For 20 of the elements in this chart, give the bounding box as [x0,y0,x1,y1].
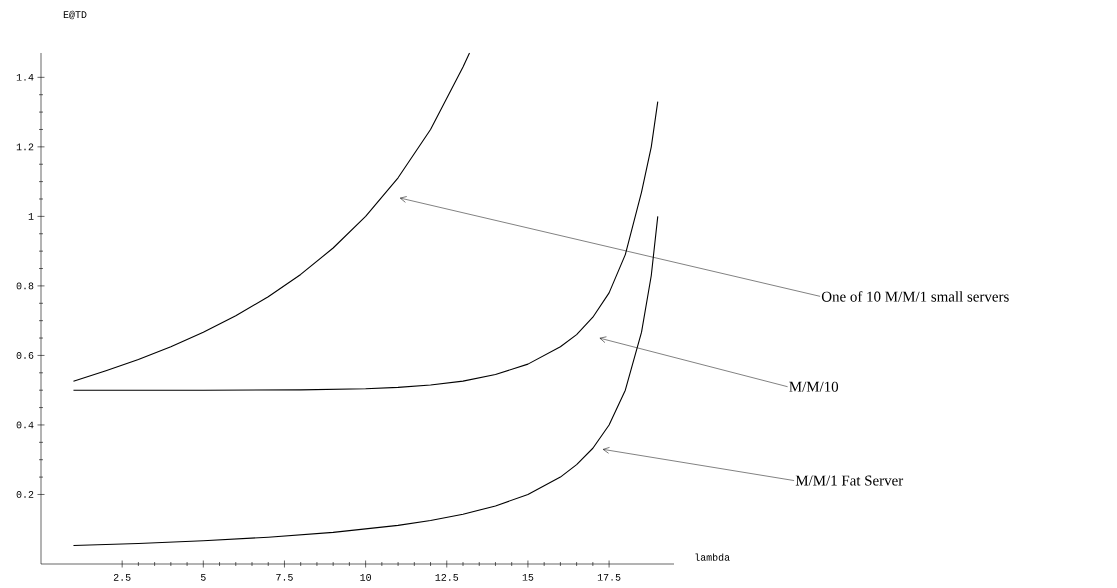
x-tick-label: 15 [522,574,534,581]
y-tick-label: 0.2 [16,491,34,498]
x-axis-title: lambda [695,553,730,561]
y-tick-label: 0.4 [16,421,34,429]
y-tick-label: 0.6 [16,352,34,359]
line-series [72,52,471,382]
x-tick-label: 7.5 [276,574,293,581]
text: M/M/1 Fat Server [795,475,904,486]
x-tick-label: 10 [360,574,371,581]
x-tick-label: 5 [200,574,206,581]
y-tick-label: 1 [28,213,34,220]
x-tick-label: 12.5 [435,574,459,581]
y-tick-label: 1.4 [16,74,34,81]
y-tick-label: 1.2 [16,143,34,151]
x-tick-label: 17.5 [597,574,621,581]
text: M/M/10 [789,381,839,392]
text: One of 10 M/M/1 small servers [821,291,1009,302]
x-tick-label: 2.5 [113,574,131,581]
y-tick-label: 0.8 [16,282,34,290]
y-axis-title: E@TD [63,10,87,20]
